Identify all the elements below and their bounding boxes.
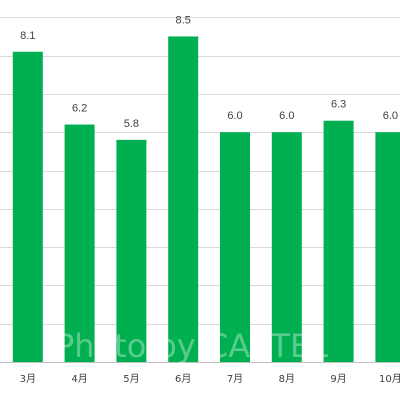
bar-7 xyxy=(271,132,302,362)
x-tick-label-2: 3月 xyxy=(20,373,36,385)
bar-3 xyxy=(64,124,95,362)
bar-6 xyxy=(220,132,250,362)
x-tick-label-6: 7月 xyxy=(227,373,243,385)
x-tick-label-9: 10月 xyxy=(379,373,400,385)
bar-2 xyxy=(12,51,43,363)
data-label-5: 8.5 xyxy=(176,14,191,26)
data-labels: 8.1 6.2 5.8 8.5 6.0 6.0 6.3 6.0 xyxy=(20,14,398,129)
bar-5 xyxy=(168,36,199,362)
bars xyxy=(12,36,400,363)
x-tick-label-7: 8月 xyxy=(279,373,295,385)
data-label-9: 6.0 xyxy=(383,110,398,122)
data-label-7: 6.0 xyxy=(279,110,294,122)
x-tick-label-3: 4月 xyxy=(71,373,87,385)
x-axis-tick-labels: 2月3月4月5月6月7月8月9月10月 xyxy=(20,373,400,385)
bar-9 xyxy=(375,132,400,362)
watermark-text: Photo by CASTEL xyxy=(55,327,328,365)
bar-4 xyxy=(116,139,147,362)
data-label-2: 8.1 xyxy=(20,30,35,42)
data-label-6: 6.0 xyxy=(227,110,242,122)
x-tick-label-8: 9月 xyxy=(330,373,346,385)
data-label-3: 6.2 xyxy=(72,103,87,115)
bar-8 xyxy=(323,120,354,363)
data-label-4: 5.8 xyxy=(124,118,139,130)
x-tick-label-4: 5月 xyxy=(123,373,139,385)
data-label-8: 6.3 xyxy=(331,99,346,111)
x-tick-label-5: 6月 xyxy=(175,373,191,385)
